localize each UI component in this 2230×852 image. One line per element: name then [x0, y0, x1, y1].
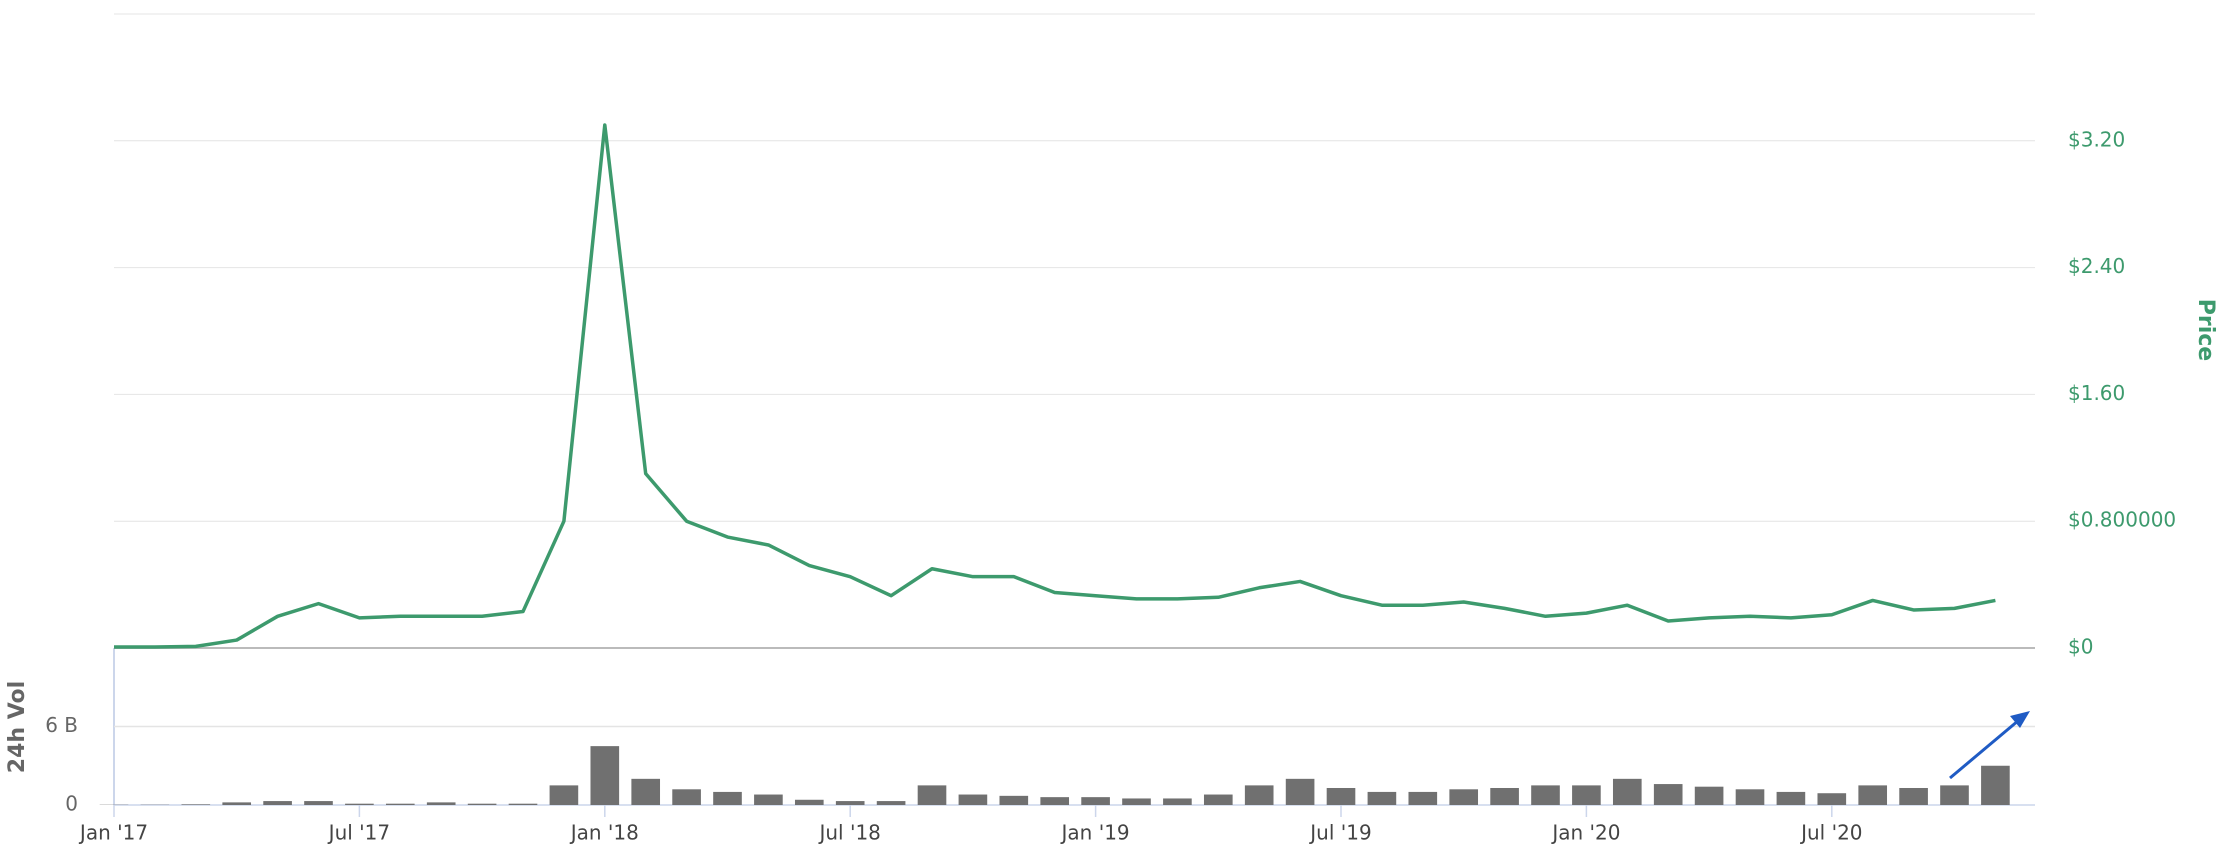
volume-bar: [713, 791, 742, 805]
price-line: [114, 123, 1996, 649]
volume-bar: [631, 778, 661, 805]
volume-bar: [1490, 787, 1519, 805]
volume-bar: [1735, 789, 1765, 805]
volume-bar: [222, 802, 252, 805]
volume-bar: [917, 785, 947, 805]
volume-bar: [1981, 765, 2010, 805]
volume-bar: [467, 803, 497, 805]
y-tick-label: $0: [2068, 635, 2093, 659]
volume-bar: [263, 801, 292, 805]
y2-axis-title: 24h Vol: [5, 681, 30, 773]
y-tick-label: $2.40: [2068, 254, 2125, 278]
volume-bar: [1408, 791, 1438, 805]
volume-bar: [1612, 778, 1642, 805]
x-tick-label: Jan '17: [78, 821, 148, 845]
x-tick-label: Jul '18: [817, 821, 880, 845]
volume-bar: [1899, 787, 1928, 805]
volume-bar: [1081, 797, 1110, 805]
volume-bar: [1572, 785, 1601, 805]
volume-bar: [1653, 784, 1683, 805]
x-tick-label: Jul '19: [1308, 821, 1371, 845]
volume-bar: [1163, 798, 1192, 805]
volume-bar: [1040, 797, 1070, 805]
volume-bar: [1531, 785, 1560, 805]
volume-bar: [754, 794, 783, 805]
volume-bar: [1285, 778, 1315, 805]
volume-bar: [1367, 791, 1397, 805]
volume-bar: [1858, 785, 1888, 805]
volume-bar: [1817, 793, 1847, 805]
volume-bar: [794, 799, 824, 805]
volume-bar: [1122, 798, 1151, 805]
volume-bar: [508, 803, 538, 805]
x-tick-label: Jan '19: [1060, 821, 1130, 845]
volume-bar: [1244, 785, 1274, 805]
annotation-arrowhead: [2010, 711, 2030, 728]
volume-bar: [1776, 791, 1806, 805]
volume-bar: [1449, 789, 1479, 805]
volume-bar: [958, 794, 988, 805]
volume-bar: [426, 802, 456, 805]
x-tick-label: Jul '20: [1799, 821, 1862, 845]
volume-bar: [304, 801, 333, 805]
volume-bar: [549, 785, 579, 805]
volume-bar: [590, 746, 620, 805]
volume-bar: [345, 803, 374, 805]
volume-bar: [876, 801, 906, 805]
volume-bar: [181, 804, 211, 805]
y-axis-title: Price: [2193, 299, 2218, 361]
x-tick-label: Jan '18: [569, 821, 639, 845]
x-tick-label: Jan '20: [1550, 821, 1620, 845]
y-tick-label: $3.20: [2068, 127, 2125, 151]
x-tick-label: Jul '17: [327, 821, 390, 845]
y-tick-label: $1.60: [2068, 381, 2125, 405]
volume-bar: [999, 795, 1029, 805]
volume-bar: [672, 789, 701, 805]
volume-bar: [1203, 794, 1233, 805]
volume-bar: [385, 803, 415, 805]
volume-bar: [1694, 786, 1724, 805]
volume-bar: [835, 801, 865, 805]
annotation-arrow: [1949, 713, 2026, 780]
volume-bar: [1940, 785, 1969, 805]
volume-bar: [1326, 787, 1356, 805]
y2-tick-label: 0: [65, 792, 78, 816]
y-tick-label: $0.800000: [2068, 508, 2176, 532]
y2-tick-label: 6 B: [45, 713, 78, 737]
